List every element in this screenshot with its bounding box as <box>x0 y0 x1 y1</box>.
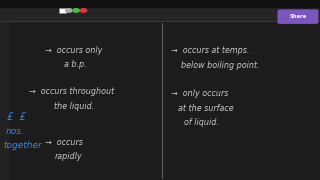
FancyBboxPatch shape <box>277 9 318 24</box>
Text: →  occurs only: → occurs only <box>45 46 102 55</box>
Text: Share: Share <box>289 14 307 19</box>
Text: →  occurs at temps.: → occurs at temps. <box>171 46 250 55</box>
Text: the liquid.: the liquid. <box>54 102 95 111</box>
Circle shape <box>66 9 72 12</box>
Bar <box>0 7 320 21</box>
Circle shape <box>73 9 79 12</box>
Text: →  occurs throughout: → occurs throughout <box>29 87 114 96</box>
FancyBboxPatch shape <box>59 8 66 13</box>
Text: nos.: nos. <box>6 127 25 136</box>
Text: →  only occurs: → only occurs <box>171 89 228 98</box>
Text: →  occurs: → occurs <box>45 138 83 147</box>
Text: £  £: £ £ <box>7 112 26 122</box>
Text: together: together <box>4 141 43 150</box>
Text: a b.p.: a b.p. <box>64 60 87 69</box>
Bar <box>0 0 320 7</box>
Text: below boiling point.: below boiling point. <box>181 61 260 70</box>
Text: of liquid.: of liquid. <box>184 118 219 127</box>
Circle shape <box>80 9 87 12</box>
Text: rapidly: rapidly <box>54 152 82 161</box>
Text: at the surface: at the surface <box>178 103 233 112</box>
Bar <box>0 21 8 180</box>
